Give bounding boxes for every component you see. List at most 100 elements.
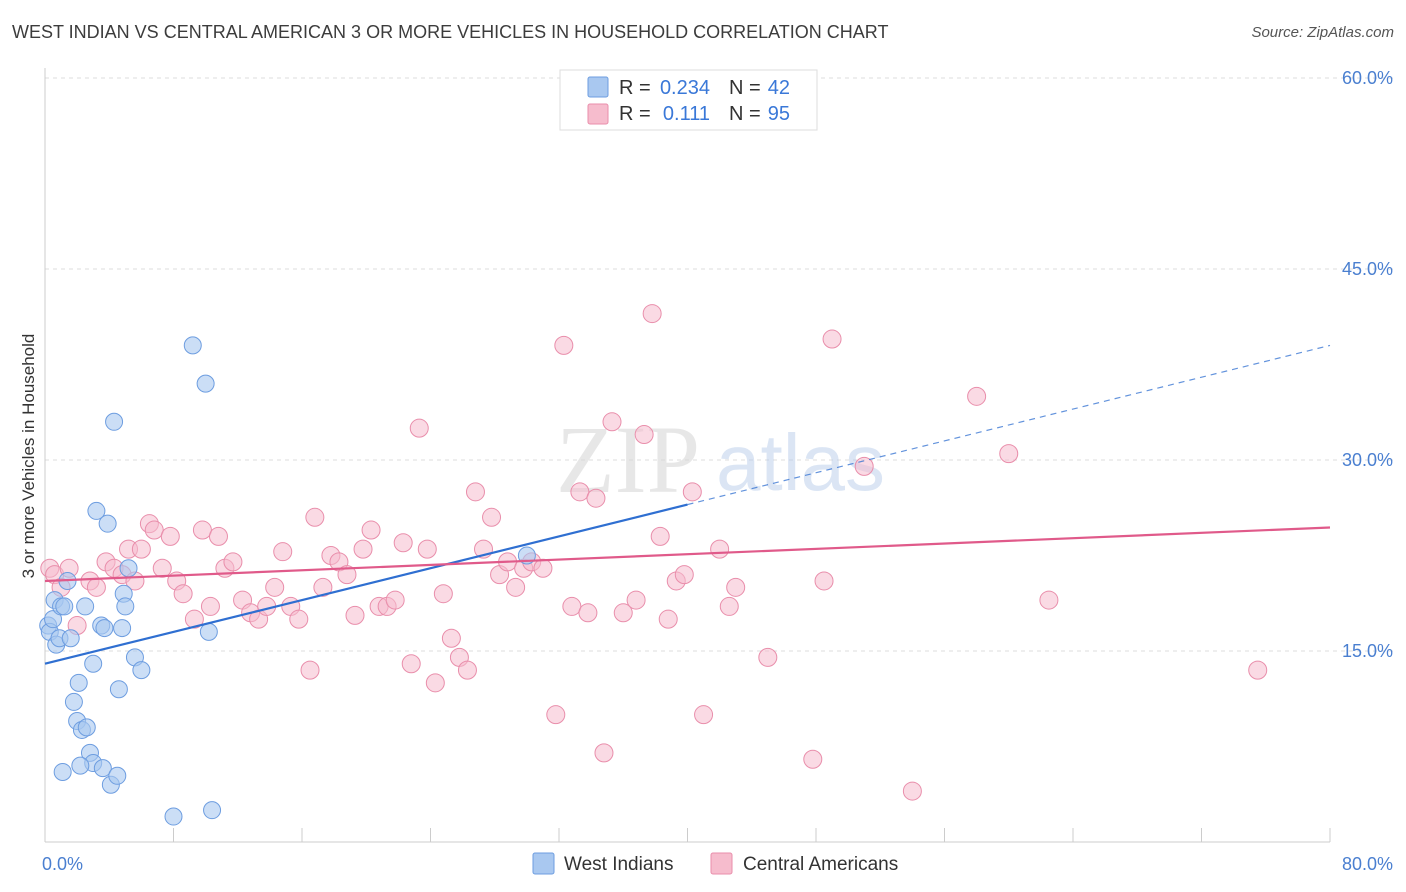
- central-americans-point: [86, 577, 106, 597]
- central-americans-point: [131, 539, 151, 559]
- west-indians-point: [44, 610, 63, 629]
- west-indians-point: [87, 501, 106, 520]
- west-indians-point: [105, 412, 124, 431]
- west-indians-point: [71, 756, 90, 775]
- central-americans-point: [200, 596, 220, 616]
- central-americans-point: [814, 571, 834, 591]
- central-americans-point: [803, 749, 823, 769]
- west-indians-point: [199, 622, 218, 641]
- central-americans-point: [208, 526, 228, 546]
- central-americans-point: [345, 605, 365, 625]
- central-americans-point: [192, 520, 212, 540]
- west-indians-point: [61, 629, 80, 648]
- central-americans-point: [726, 577, 746, 597]
- central-americans-point: [570, 482, 590, 502]
- west-indians-point: [93, 759, 112, 778]
- central-americans-point: [562, 596, 582, 616]
- central-americans-point: [401, 654, 421, 674]
- central-americans-point: [613, 603, 633, 623]
- central-americans-point: [305, 507, 325, 527]
- central-americans-point: [710, 539, 730, 559]
- central-americans-point: [1039, 590, 1059, 610]
- central-americans-point: [393, 533, 413, 553]
- central-americans-point: [602, 412, 622, 432]
- west-indians-point: [119, 559, 138, 578]
- west-indians-point: [164, 807, 183, 826]
- y-tick-labels: 15.0% 30.0% 45.0% 60.0%: [1342, 68, 1393, 661]
- central-americans-point: [313, 577, 333, 597]
- central-americans-point: [999, 444, 1019, 464]
- central-americans-point: [144, 520, 164, 540]
- trend-lines: [44, 344, 1331, 665]
- west-indians-point: [84, 654, 103, 673]
- central-americans-point: [578, 603, 598, 623]
- central-americans-point: [506, 577, 526, 597]
- west-indians-point: [113, 619, 132, 638]
- central-americans-point: [674, 565, 694, 585]
- central-americans-trend-line: [44, 526, 1331, 583]
- west-indians-point: [76, 597, 95, 616]
- west-indians-point: [109, 680, 128, 699]
- west-indians-point: [183, 336, 202, 355]
- west-indians-trend-extension: [687, 344, 1331, 506]
- y-tick-label: 45.0%: [1342, 259, 1393, 279]
- central-americans-point: [300, 660, 320, 680]
- central-americans-point: [533, 558, 553, 578]
- legend-r-label-blue: R =: [619, 77, 651, 99]
- central-americans-point: [385, 590, 405, 610]
- x-tick-labels: 0.0% 80.0%: [42, 854, 1393, 874]
- x-tick-label: 80.0%: [1342, 854, 1393, 874]
- west-indians-point: [55, 597, 74, 616]
- west-indians-point: [116, 597, 135, 616]
- central-americans-point: [822, 329, 842, 349]
- central-americans-point: [642, 304, 662, 324]
- central-americans-point: [586, 488, 606, 508]
- central-americans-point: [433, 584, 453, 604]
- central-americans-point: [719, 596, 739, 616]
- central-americans-point: [902, 781, 922, 801]
- central-americans-point: [626, 590, 646, 610]
- central-americans-point: [634, 425, 654, 445]
- y-axis-label: 3 or more Vehicles in Household: [19, 334, 38, 579]
- west-indians-point: [64, 692, 83, 711]
- west-indians-point: [108, 766, 127, 785]
- central-americans-point: [694, 705, 714, 725]
- central-americans-point: [152, 558, 172, 578]
- bottom-legend-swatch-pink: [710, 852, 733, 875]
- legend-r-value-pink: 0.111: [663, 103, 710, 125]
- central-americans-point: [482, 507, 502, 527]
- west-indians-point: [132, 661, 151, 680]
- legend-n-label-blue: N =: [729, 77, 761, 99]
- bottom-legend-central-americans: Central Americans: [743, 854, 898, 875]
- west-indians-point: [77, 718, 96, 737]
- central-americans-point: [265, 577, 285, 597]
- central-americans-point: [425, 673, 445, 693]
- central-americans-point: [554, 335, 574, 355]
- central-americans-point: [184, 609, 204, 629]
- central-americans-point: [173, 584, 193, 604]
- central-americans-point: [758, 647, 778, 667]
- legend-n-value-pink: 95: [768, 103, 790, 125]
- west-indians-points: [39, 336, 536, 826]
- legend: R = 0.234 N = 42 R = 0.111 N = 95: [559, 69, 818, 131]
- west-indians-point: [53, 762, 72, 781]
- legend-n-label-pink: N =: [729, 103, 761, 125]
- west-indians-trend-line: [44, 503, 688, 665]
- central-americans-point: [409, 418, 429, 438]
- central-americans-point: [223, 552, 243, 572]
- chart-title: WEST INDIAN VS CENTRAL AMERICAN 3 OR MOR…: [12, 22, 889, 42]
- central-americans-point: [650, 526, 670, 546]
- west-indians-point: [196, 374, 215, 393]
- central-americans-point: [417, 539, 437, 559]
- central-americans-point: [337, 565, 357, 585]
- central-americans-point: [361, 520, 381, 540]
- west-indians-point: [203, 801, 222, 820]
- axes: [44, 68, 1331, 843]
- central-americans-point: [967, 386, 987, 406]
- x-tick-label: 0.0%: [42, 854, 83, 874]
- central-americans-point: [1248, 660, 1268, 680]
- y-tick-label: 60.0%: [1342, 68, 1393, 88]
- bottom-legend-west-indians: West Indians: [564, 854, 673, 875]
- source-label: Source: ZipAtlas.com: [1251, 24, 1394, 41]
